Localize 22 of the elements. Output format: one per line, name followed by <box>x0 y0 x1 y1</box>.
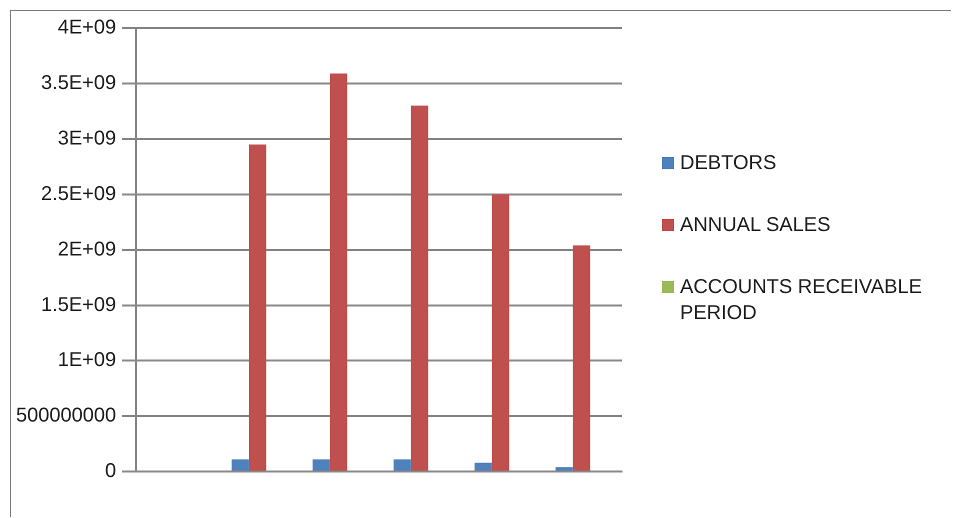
y-tick-label: 2.5E+09 <box>41 182 116 205</box>
y-tick-label: 0 <box>104 460 116 482</box>
bar <box>394 459 411 471</box>
bar <box>312 459 330 471</box>
y-tick-label: 2E+09 <box>58 238 116 260</box>
y-tick-label: 3E+09 <box>58 127 116 150</box>
y-tick-label: 500000000 <box>16 404 116 427</box>
legend-label: ANNUAL SALES <box>680 213 830 238</box>
y-tick-label: 1.5E+09 <box>41 294 116 316</box>
y-tick-label: 1E+09 <box>58 349 116 372</box>
legend-label: DEBTORS <box>680 151 776 176</box>
bar <box>556 467 573 471</box>
bar <box>330 73 348 471</box>
bar <box>410 106 428 471</box>
bar <box>248 144 266 471</box>
bar <box>232 459 249 471</box>
y-tick-label: 3.5E+09 <box>41 72 116 94</box>
y-tick-label: 4E+09 <box>58 16 116 39</box>
bar <box>474 462 492 471</box>
bar <box>572 245 590 471</box>
bar <box>492 194 510 471</box>
legend-label: ACCOUNTS RECEIVABLE PERIOD <box>680 275 923 326</box>
